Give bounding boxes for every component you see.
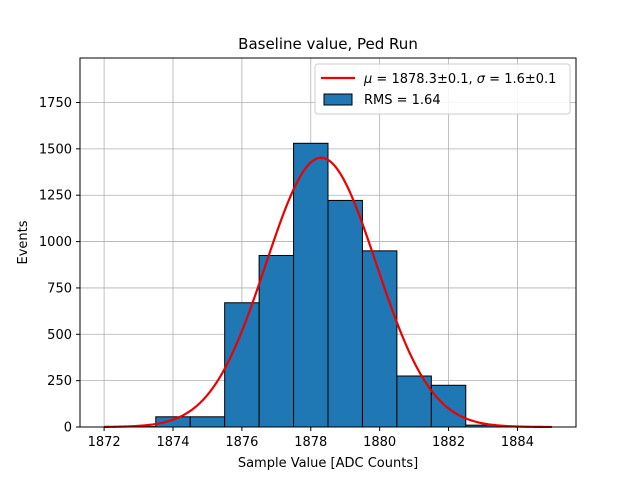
x-tick-label: 1884 xyxy=(501,435,534,450)
histogram-bar xyxy=(327,199,363,428)
legend-sigma-value: 1.6±0.1 xyxy=(504,72,556,87)
fit-curve xyxy=(104,156,552,429)
x-tick-label: 1878 xyxy=(294,435,327,450)
y-axis-label: Events xyxy=(16,220,31,264)
plot-frame xyxy=(79,57,577,428)
x-tick-label: 1872 xyxy=(88,435,121,450)
legend-fit-label: μ = 1878.3±0.1, σ = 1.6±0.1 xyxy=(363,72,556,87)
histogram-bar xyxy=(155,416,191,428)
y-tick-label: 250 xyxy=(47,374,72,389)
y-tick-label: 750 xyxy=(47,281,72,296)
histogram-bar xyxy=(396,375,432,428)
legend: μ = 1878.3±0.1, σ = 1.6±0.1 RMS = 1.64 xyxy=(314,63,571,115)
y-tick-label: 1250 xyxy=(39,189,72,204)
x-tick-label: 1876 xyxy=(225,435,258,450)
histogram-bar xyxy=(224,302,260,428)
histogram-bar xyxy=(430,384,467,428)
legend-histogram-label: RMS = 1.64 xyxy=(364,93,441,108)
histogram-bar xyxy=(189,416,226,428)
x-tick-label: 1880 xyxy=(363,435,396,450)
legend-histogram-swatch xyxy=(323,93,353,106)
x-axis-label: Sample Value [ADC Counts] xyxy=(238,456,418,471)
x-tick-label: 1882 xyxy=(432,435,465,450)
histogram-bar xyxy=(258,254,295,428)
chart-title: Baseline value, Ped Run xyxy=(238,35,418,53)
y-tick-label: 500 xyxy=(47,328,72,343)
legend-mu-value: 1878.3±0.1 xyxy=(391,72,468,87)
axis-ticks: 1872 1874 1876 1878 1880 1882 1884 0 250 500 750 10… xyxy=(39,96,534,450)
y-tick-label: 1000 xyxy=(39,235,72,250)
y-tick-label: 1500 xyxy=(39,142,72,157)
gaussian-fit xyxy=(104,156,552,429)
y-tick-label: 0 xyxy=(64,421,72,436)
y-tick-label: 1750 xyxy=(39,96,72,111)
legend-box xyxy=(314,63,571,115)
histogram-bar xyxy=(293,142,329,428)
x-tick-label: 1874 xyxy=(156,435,189,450)
histogram-bar xyxy=(361,250,398,428)
